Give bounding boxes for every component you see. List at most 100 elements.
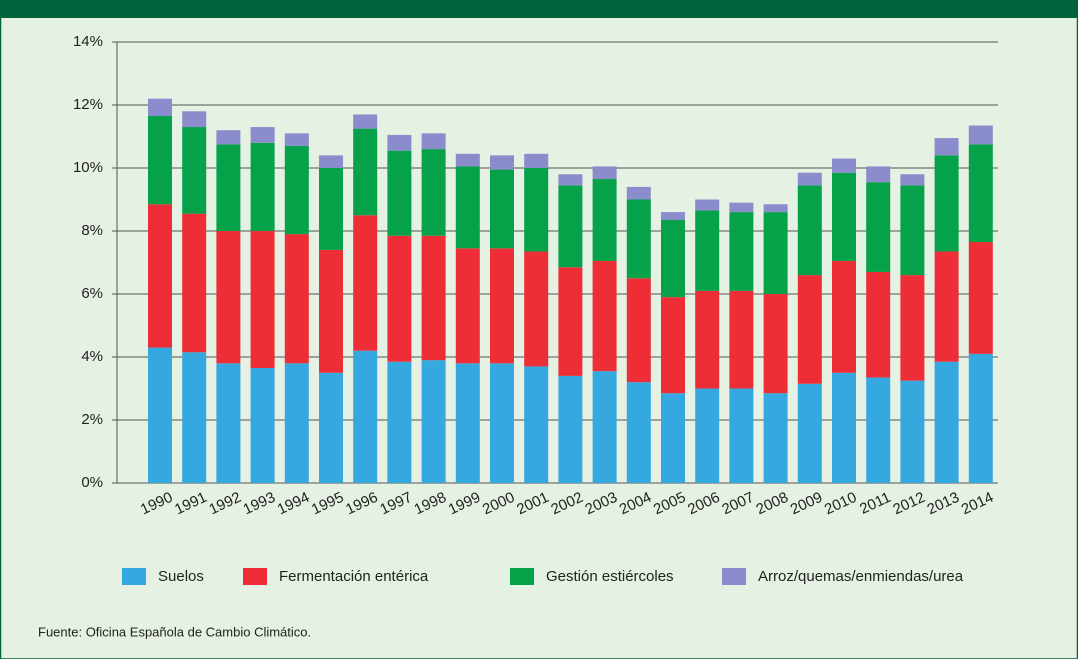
- legend-swatch: [122, 568, 146, 585]
- bar-segment: [934, 155, 959, 252]
- bar-segment: [934, 138, 959, 156]
- bar-segment: [490, 155, 514, 170]
- bar-segment: [284, 234, 309, 364]
- bar-segment: [797, 275, 822, 384]
- bar-segment: [148, 98, 172, 117]
- bar-segment: [592, 371, 617, 483]
- bar-segment: [455, 363, 480, 483]
- bar-segment: [695, 210, 720, 291]
- bar-segment: [900, 174, 925, 186]
- bar-segment: [866, 377, 891, 483]
- bar-segment: [387, 235, 412, 362]
- bar-segment: [968, 353, 993, 483]
- bar-segment: [592, 260, 617, 372]
- bar-segment: [832, 172, 856, 261]
- bar-segment: [353, 215, 378, 351]
- bar-segment: [763, 393, 788, 483]
- bar-segment: [729, 388, 754, 483]
- bar-segment: [387, 361, 412, 483]
- legend-label: Suelos: [158, 568, 204, 585]
- legend-swatch: [510, 568, 534, 585]
- legend-swatch: [243, 568, 267, 585]
- bar-segment: [866, 271, 891, 378]
- bar-segment: [695, 199, 720, 211]
- bar-segment: [968, 144, 993, 243]
- bar-segment: [353, 350, 378, 483]
- bar-segment: [455, 153, 480, 167]
- bar-segment: [626, 186, 651, 200]
- bar-segment: [353, 114, 378, 129]
- bar-segment: [421, 133, 446, 150]
- bar-segment: [421, 360, 446, 483]
- legend-label: Arroz/quemas/enmiendas/urea: [758, 568, 964, 585]
- bar-segment: [524, 168, 549, 252]
- bar-segment: [216, 231, 241, 364]
- y-tick-label: 14%: [73, 33, 103, 50]
- bar-segment: [319, 372, 343, 483]
- y-tick-label: 0%: [81, 474, 103, 491]
- bar-segment: [284, 133, 309, 146]
- bar-segment: [626, 199, 651, 279]
- y-tick-label: 2%: [81, 411, 103, 428]
- bar-segment: [729, 290, 754, 389]
- bar-segment: [524, 153, 549, 168]
- bar-segment: [661, 297, 685, 394]
- bar-segment: [763, 212, 788, 294]
- bar-segment: [490, 363, 514, 483]
- bar-segment: [319, 155, 343, 168]
- bar-segment: [148, 116, 172, 205]
- bar-segment: [319, 249, 343, 373]
- bar-segment: [490, 169, 514, 249]
- bar-segment: [216, 144, 241, 231]
- bar-segment: [968, 125, 993, 145]
- bar-segment: [934, 251, 959, 362]
- bar-segment: [524, 251, 549, 367]
- bar-segment: [763, 204, 788, 213]
- bar-segment: [695, 290, 720, 389]
- bar-segment: [250, 127, 275, 143]
- bar-segment: [729, 212, 754, 291]
- bar-segment: [284, 363, 309, 483]
- bar-segment: [216, 363, 241, 483]
- y-tick-label: 4%: [81, 348, 103, 365]
- y-tick-label: 10%: [73, 159, 103, 176]
- bar-segment: [866, 182, 891, 272]
- y-tick-label: 8%: [81, 222, 103, 239]
- bar-segment: [558, 185, 583, 268]
- bar-segment: [968, 242, 993, 354]
- bar-segment: [182, 111, 207, 128]
- legend-swatch: [722, 568, 746, 585]
- legend-label: Fermentación entérica: [279, 568, 429, 585]
- bar-segment: [934, 361, 959, 483]
- bar-segment: [797, 185, 822, 276]
- bar-segment: [387, 134, 412, 151]
- bar-segment: [558, 174, 583, 186]
- bar-segment: [626, 278, 651, 383]
- bar-segment: [797, 172, 822, 186]
- bar-segment: [319, 168, 343, 250]
- bar-segment: [832, 372, 856, 483]
- bar-segment: [490, 248, 514, 364]
- bar-segment: [421, 149, 446, 236]
- bar-segment: [387, 150, 412, 236]
- bar-segment: [626, 382, 651, 483]
- bar-segment: [729, 202, 754, 213]
- bar-segment: [661, 212, 685, 220]
- bar-segment: [797, 383, 822, 483]
- header-bar: [0, 0, 1078, 18]
- bar-segment: [421, 235, 446, 361]
- bar-segment: [148, 347, 172, 483]
- bar-segment: [592, 166, 617, 180]
- source-note: Fuente: Oficina Española de Cambio Climá…: [38, 624, 311, 639]
- bar-segment: [866, 166, 891, 183]
- bar-segment: [148, 204, 172, 348]
- y-tick-label: 6%: [81, 285, 103, 302]
- bar-segment: [695, 388, 720, 483]
- bar-segment: [661, 393, 685, 483]
- bar-segment: [182, 213, 207, 353]
- bar-segment: [353, 128, 378, 216]
- bar-segment: [558, 375, 583, 483]
- bar-segment: [592, 179, 617, 261]
- bar-segment: [832, 158, 856, 173]
